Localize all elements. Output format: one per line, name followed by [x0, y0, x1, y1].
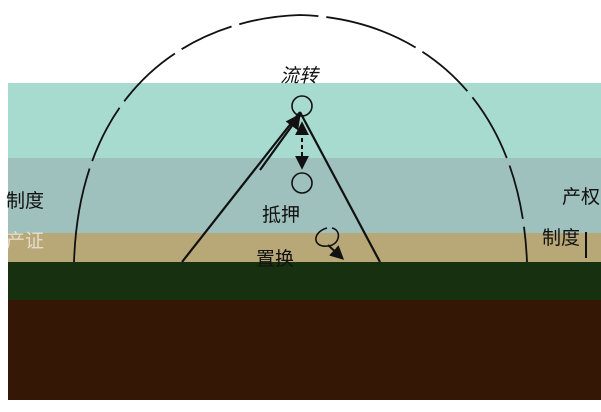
band-gray-teal — [8, 158, 601, 233]
lower-loop-arrow — [327, 244, 345, 260]
label-left-line2: 产证 — [6, 230, 44, 252]
outer-dashed-arc — [73, 14, 528, 263]
label-middle: 抵押 — [262, 204, 300, 226]
label-lower: 置换 — [256, 248, 294, 270]
band-dark-green — [8, 262, 601, 302]
background-white — [0, 0, 601, 83]
left-branch-arrow — [259, 113, 301, 171]
node-middle-circle — [291, 172, 313, 194]
triangle-left-side — [181, 111, 301, 263]
label-right-line2: 制度 — [542, 227, 580, 249]
node-top-circle — [291, 95, 313, 117]
band-dark-brown — [8, 300, 601, 400]
label-left-line1: 制度 — [6, 190, 44, 212]
label-top: 流转 — [280, 65, 320, 87]
triangle-right-side — [299, 111, 381, 263]
label-right-line1: 产权 — [562, 186, 600, 208]
band-olive — [8, 233, 601, 265]
